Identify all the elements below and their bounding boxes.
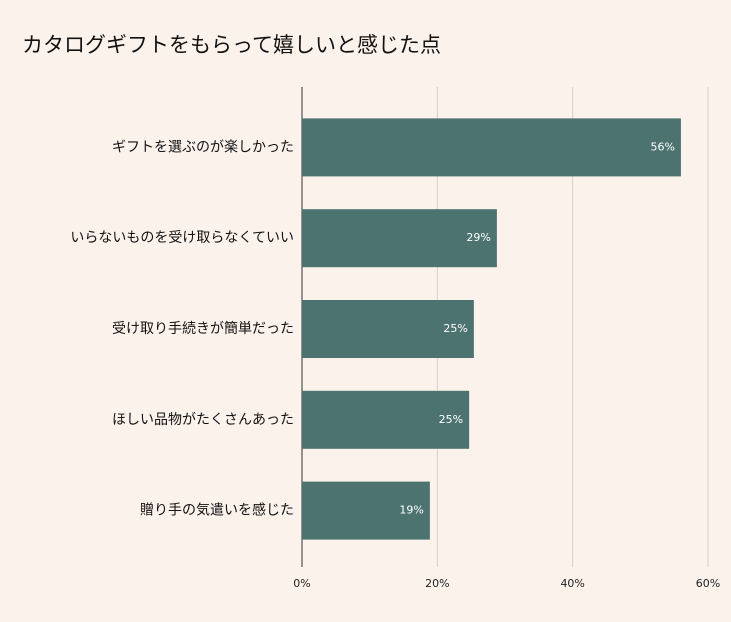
y-tick-label: ギフトを選ぶのが楽しかった	[112, 139, 294, 155]
bar	[302, 390, 470, 449]
value-label: 56%	[650, 140, 674, 153]
x-tick-label: 0%	[293, 577, 310, 590]
x-tick-label: 60%	[696, 577, 720, 590]
y-tick-label: 受け取り手続きが簡単だった	[112, 320, 294, 337]
y-tick-label: いらないものを受け取らなくていい	[70, 230, 294, 246]
value-label: 25%	[443, 322, 467, 335]
bar	[302, 209, 497, 268]
bar	[302, 300, 474, 358]
value-label: 25%	[439, 413, 463, 426]
value-label: 19%	[399, 504, 423, 517]
bar	[302, 481, 430, 540]
y-tick-label: ほしい品物がたくさんあった	[112, 412, 294, 428]
x-tick-label: 20%	[425, 577, 449, 590]
x-tick-label: 40%	[560, 577, 584, 590]
chart-title: カタログギフトをもらって嬉しいと感じた点	[22, 33, 441, 57]
value-label: 29%	[466, 231, 490, 244]
y-tick-label: 贈り手の気遣いを感じた	[140, 502, 294, 519]
bar	[302, 118, 681, 177]
